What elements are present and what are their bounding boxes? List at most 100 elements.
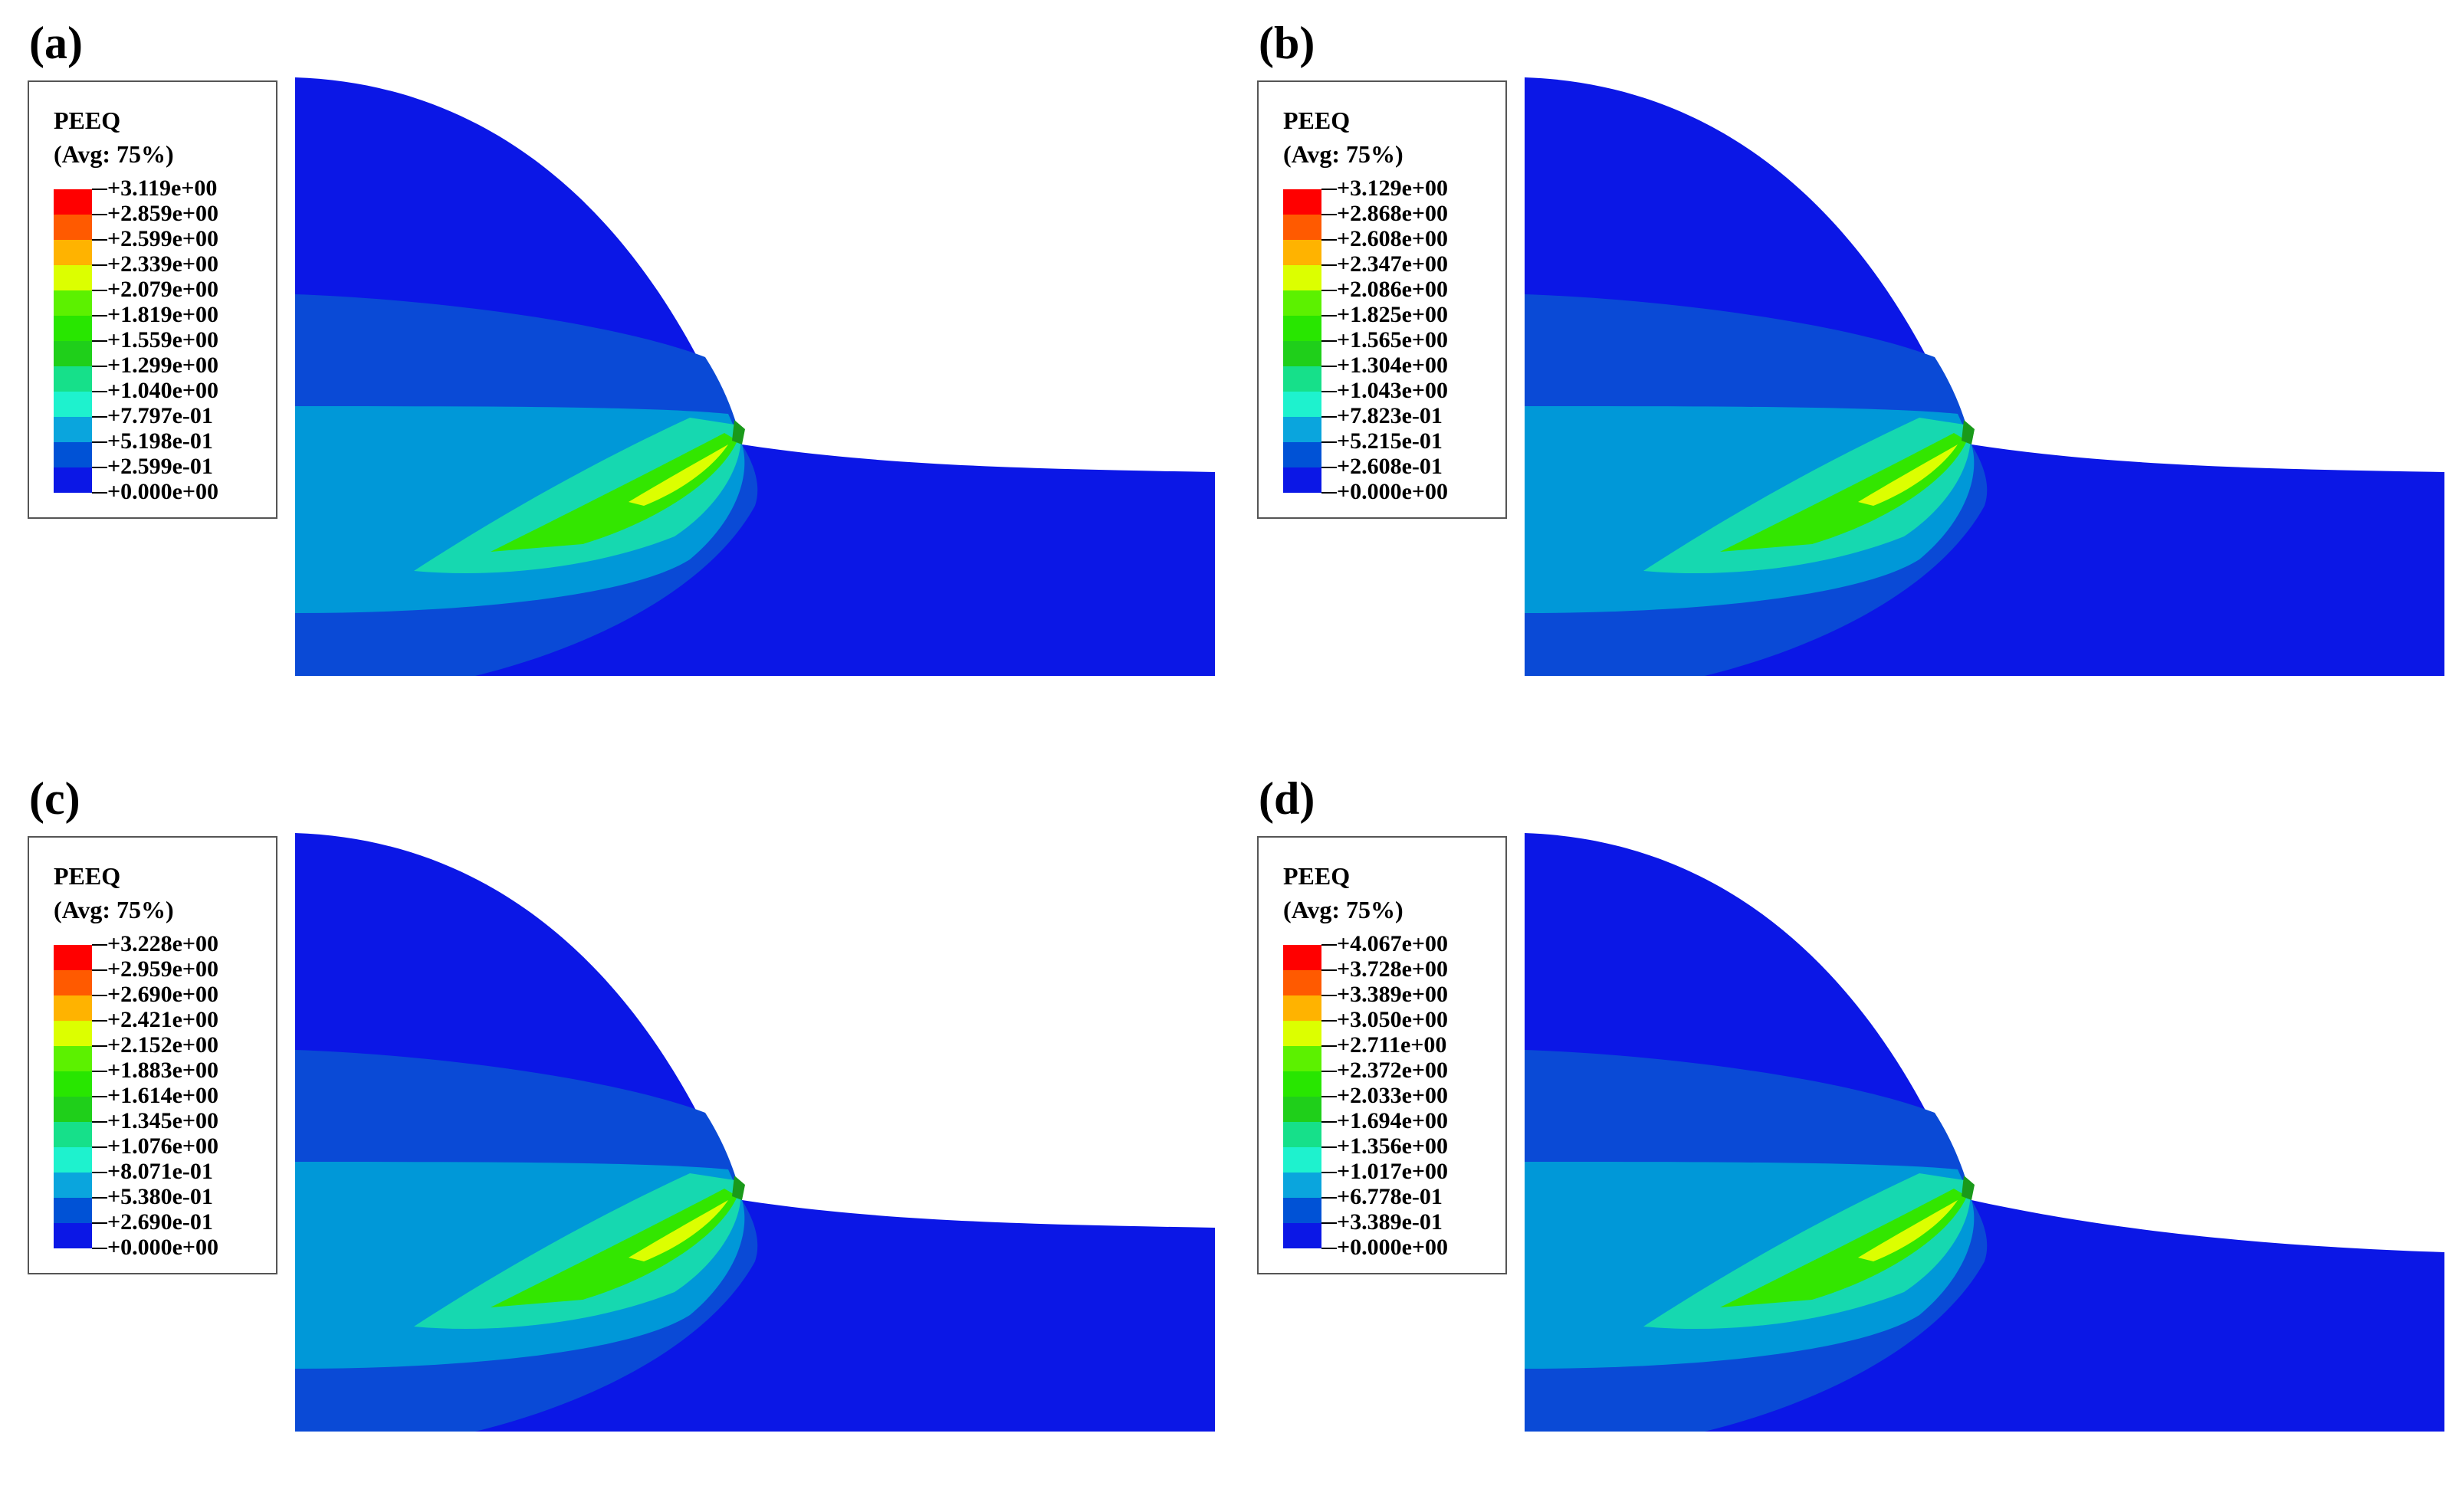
legend-level-label: +2.152e+00 (107, 1032, 219, 1058)
legend-swatch (1283, 1071, 1321, 1097)
legend-subtitle: (Avg: 75%) (54, 140, 174, 168)
legend-tick (1321, 1172, 1337, 1173)
legend-level-label: +1.076e+00 (107, 1133, 219, 1159)
legend-tick (1321, 1248, 1337, 1249)
legend-tick (92, 1172, 107, 1173)
toe-notch (1962, 420, 1975, 444)
legend-swatch (54, 240, 92, 265)
legend-swatch (1283, 1097, 1321, 1122)
legend-tick (92, 340, 107, 342)
legend-level-label: +1.883e+00 (107, 1058, 219, 1083)
legend-tick (92, 264, 107, 266)
legend-swatch (54, 442, 92, 467)
legend-title: PEEQ (1283, 107, 1351, 134)
legend-swatch (54, 316, 92, 341)
legend-level-label: +2.711e+00 (1337, 1032, 1447, 1058)
legend-level-label: +2.868e+00 (1337, 201, 1449, 226)
legend-subtitle: (Avg: 75%) (1283, 896, 1404, 923)
legend-swatch (54, 1122, 92, 1147)
legend-swatch (1283, 290, 1321, 316)
legend-swatch (54, 189, 92, 215)
panel-label: (b) (1259, 18, 1315, 68)
legend-tick (1321, 416, 1337, 418)
legend-tick (1321, 1197, 1337, 1199)
legend-level-label: +2.421e+00 (107, 1007, 219, 1032)
legend-swatch (1283, 970, 1321, 995)
legend-tick (92, 391, 107, 392)
legend-swatch (54, 1097, 92, 1122)
legend-tick (92, 1197, 107, 1199)
legend-swatch (54, 417, 92, 442)
legend-tick (1321, 1146, 1337, 1148)
legend-tick (1321, 366, 1337, 367)
toe-notch (732, 420, 745, 444)
legend-tick (92, 1248, 107, 1249)
legend-level-label: +1.043e+00 (1337, 378, 1449, 403)
legend-level-label: +2.033e+00 (1337, 1083, 1449, 1108)
legend-swatch (1283, 1173, 1321, 1198)
legend-tick (92, 1222, 107, 1224)
legend-tick (1321, 492, 1337, 494)
legend-swatch (54, 265, 92, 290)
legend-swatch (54, 341, 92, 366)
legend-level-label: +4.067e+00 (1337, 931, 1449, 956)
legend-tick (92, 416, 107, 418)
panel-label: (c) (29, 773, 80, 824)
band-yellow (629, 1200, 728, 1261)
legend-swatch (1283, 366, 1321, 392)
legend-level-label: +3.228e+00 (107, 931, 219, 956)
legend-swatch (1283, 1021, 1321, 1046)
legend-tick (92, 441, 107, 443)
legend-swatch (54, 366, 92, 392)
band-cyan (1643, 418, 1971, 573)
legend-level-label: +1.304e+00 (1337, 353, 1449, 378)
legend-level-label: +1.614e+00 (107, 1083, 219, 1108)
band-cyan (1643, 1173, 1971, 1329)
legend-tick (1321, 1045, 1337, 1047)
legend-tick (1321, 969, 1337, 971)
legend-tick (92, 214, 107, 215)
legend: PEEQ (Avg: 75%) +4.067e+00 +3.728e+00 +3.3… (1257, 836, 1507, 1274)
legend-tick (1321, 1121, 1337, 1123)
legend-tick (92, 366, 107, 367)
legend-level-label: +3.728e+00 (1337, 956, 1449, 982)
legend-level-label: +1.819e+00 (107, 302, 219, 327)
legend-level-label: +1.345e+00 (107, 1108, 219, 1133)
legend-level-label: +2.599e+00 (107, 226, 219, 251)
legend-swatch (54, 1021, 92, 1046)
legend-tick (1321, 1020, 1337, 1022)
legend-tick (1321, 239, 1337, 241)
band-cyan (414, 1173, 741, 1329)
legend-level-label: +5.380e-01 (107, 1184, 213, 1209)
panel-a: (a) PEEQ (Avg: 75%) +3.119e+00 +2.859e+00… (0, 0, 1230, 756)
legend-level-label: +2.079e+00 (107, 277, 219, 302)
legend-tick (1321, 214, 1337, 215)
legend-level-label: +7.797e-01 (107, 403, 213, 428)
legend-tick (1321, 467, 1337, 468)
legend-title: PEEQ (1283, 862, 1351, 890)
legend-tick (92, 492, 107, 494)
legend-swatch (1283, 467, 1321, 493)
legend-tick (1321, 391, 1337, 392)
legend-swatch (54, 290, 92, 316)
panel-label: (a) (29, 18, 83, 68)
panel-d: (d) PEEQ (Avg: 75%) +4.067e+00 +3.728e+00… (1230, 756, 2459, 1511)
legend-tick (92, 1071, 107, 1072)
legend-swatch (1283, 995, 1321, 1021)
legend-tick (1321, 340, 1337, 342)
legend-swatch (54, 215, 92, 240)
legend-level-label: +1.694e+00 (1337, 1108, 1449, 1133)
legend-swatch (54, 945, 92, 970)
panel-c: (c) PEEQ (Avg: 75%) +3.228e+00 +2.959e+00… (0, 756, 1230, 1511)
peeq-contour-plot (1525, 77, 2444, 676)
legend-level-label: +2.086e+00 (1337, 277, 1449, 302)
legend-swatch (1283, 189, 1321, 215)
legend-level-label: +0.000e+00 (107, 479, 219, 504)
legend-level-label: +2.608e+00 (1337, 226, 1449, 251)
legend-swatch (1283, 1147, 1321, 1173)
legend-tick (1321, 189, 1337, 190)
legend-tick (92, 969, 107, 971)
legend-level-label: +1.040e+00 (107, 378, 219, 403)
band-yellow (629, 444, 728, 506)
legend-swatch (1283, 417, 1321, 442)
